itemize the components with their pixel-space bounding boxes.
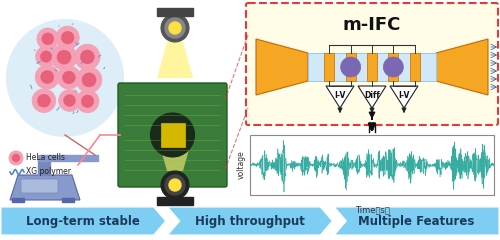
Text: I-V: I-V xyxy=(334,91,345,100)
Polygon shape xyxy=(1,207,166,235)
Circle shape xyxy=(58,90,80,111)
Circle shape xyxy=(12,155,20,162)
Circle shape xyxy=(57,50,71,64)
Bar xyxy=(308,53,436,81)
Circle shape xyxy=(38,94,51,107)
Circle shape xyxy=(161,171,189,199)
Circle shape xyxy=(7,20,123,136)
Text: I-V: I-V xyxy=(398,91,409,100)
Circle shape xyxy=(37,28,58,50)
Circle shape xyxy=(52,44,77,70)
Bar xyxy=(160,123,184,147)
Polygon shape xyxy=(390,86,418,108)
Circle shape xyxy=(169,179,181,191)
Text: voltage: voltage xyxy=(237,151,246,179)
Text: Long-term stable: Long-term stable xyxy=(26,215,140,228)
Polygon shape xyxy=(326,86,354,108)
Polygon shape xyxy=(436,39,488,95)
Circle shape xyxy=(165,175,185,195)
Circle shape xyxy=(150,113,194,157)
Bar xyxy=(157,197,193,205)
Bar xyxy=(12,198,24,202)
Circle shape xyxy=(62,31,74,44)
Text: Multiple Features: Multiple Features xyxy=(358,215,475,228)
Circle shape xyxy=(74,44,100,70)
Bar xyxy=(38,160,50,175)
FancyBboxPatch shape xyxy=(118,83,227,187)
Polygon shape xyxy=(358,86,386,108)
FancyBboxPatch shape xyxy=(21,179,58,193)
Circle shape xyxy=(161,14,189,42)
Circle shape xyxy=(9,151,23,165)
Circle shape xyxy=(36,65,59,89)
Text: HeLa cells: HeLa cells xyxy=(26,154,65,162)
Polygon shape xyxy=(334,207,499,235)
Circle shape xyxy=(32,89,56,113)
Circle shape xyxy=(80,50,94,64)
Bar xyxy=(367,53,377,81)
Text: Diff: Diff xyxy=(364,91,380,100)
Circle shape xyxy=(340,57,360,77)
Text: Time（s）: Time（s） xyxy=(354,205,390,214)
Circle shape xyxy=(58,66,80,89)
Bar xyxy=(346,53,356,81)
Text: XG polymer: XG polymer xyxy=(26,168,71,176)
Bar xyxy=(62,198,74,202)
FancyBboxPatch shape xyxy=(246,3,498,125)
Circle shape xyxy=(169,22,181,34)
Bar xyxy=(410,53,420,81)
Circle shape xyxy=(56,26,79,49)
Polygon shape xyxy=(157,135,193,171)
Circle shape xyxy=(64,95,76,106)
Circle shape xyxy=(384,57,404,77)
Circle shape xyxy=(76,90,99,113)
Circle shape xyxy=(76,67,102,93)
Circle shape xyxy=(40,71,54,84)
Circle shape xyxy=(42,33,54,45)
Circle shape xyxy=(81,95,94,108)
Circle shape xyxy=(40,51,52,62)
Polygon shape xyxy=(168,207,332,235)
Bar xyxy=(250,135,494,195)
Bar xyxy=(388,53,398,81)
Circle shape xyxy=(62,71,76,84)
Bar xyxy=(324,53,334,81)
Circle shape xyxy=(36,46,56,67)
Circle shape xyxy=(165,18,185,38)
Bar xyxy=(38,155,98,161)
Bar xyxy=(157,8,193,16)
Text: m-IFC: m-IFC xyxy=(343,16,401,34)
Polygon shape xyxy=(157,42,193,78)
Circle shape xyxy=(82,73,96,87)
Polygon shape xyxy=(256,39,308,95)
Polygon shape xyxy=(10,175,80,200)
Text: High throughput: High throughput xyxy=(195,215,305,228)
